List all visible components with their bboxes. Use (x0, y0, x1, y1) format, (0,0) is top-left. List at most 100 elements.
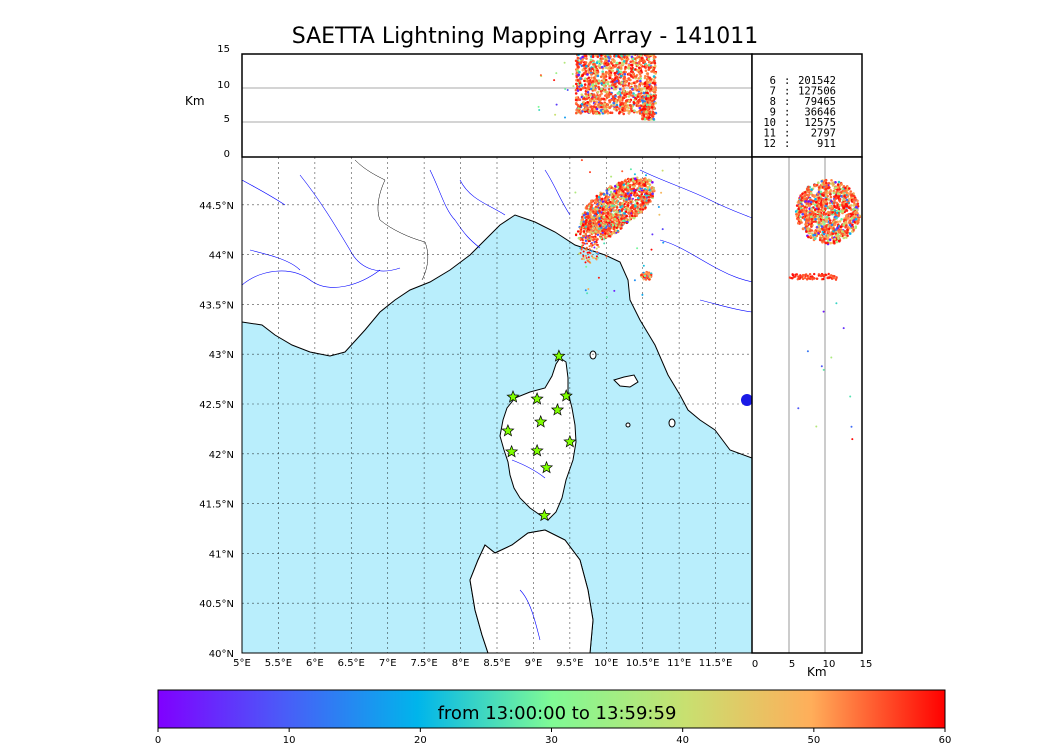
station-star (506, 390, 520, 403)
lat-tick-label: 41°N (209, 549, 234, 560)
top-ytick-15: 15 (217, 44, 230, 55)
lma-stations (501, 349, 577, 522)
altitude-lightning-sources (537, 54, 658, 121)
colorbar-gradient (157, 689, 946, 729)
map-panel: 5°E 5.5°E 6°E 6.5°E 7°E 7.5°E 8°E 8.5°E 9°E 9.5°E… (199, 156, 753, 669)
map-lightning-sources (574, 159, 752, 406)
lon-tick-label: 6.5°E (338, 658, 365, 669)
station-star (530, 443, 544, 457)
colorbar-time-range: from 13:00:00 to 13:59:59 (438, 703, 677, 724)
lon-tick-label: 7.5°E (411, 658, 438, 669)
altitude-lat-panel: 0 5 10 15 Km (751, 156, 873, 679)
right-xtick-15: 15 (860, 659, 873, 670)
station-star (530, 392, 544, 405)
colorbar-tick-label: 60 (939, 735, 952, 746)
colorbar-ticks: 0 10 20 30 40 50 60 (155, 728, 952, 746)
station-count-sep: : (784, 86, 790, 98)
lat-tick-label: 42°N (209, 450, 234, 461)
station-star (537, 508, 552, 522)
right-xtick-5: 5 (789, 659, 795, 670)
station-count-sep: : (784, 138, 790, 150)
top-ytick-0: 0 (224, 149, 230, 160)
station-count-panel: 6:2015427:1275068:794659:3664610:1257511… (751, 53, 863, 158)
station-count-n: 10 (763, 117, 776, 129)
colorbar-tick-label: 50 (807, 735, 820, 746)
station-count-sep: : (784, 128, 790, 140)
station-star (539, 460, 554, 474)
lat-tick-label: 41.5°N (199, 500, 234, 511)
station-count-n: 11 (763, 128, 776, 140)
lat-tick-label: 44.5°N (199, 201, 234, 212)
top-ytick-10: 10 (217, 80, 230, 91)
capraia-island (589, 350, 597, 360)
station-count-value: 201542 (798, 75, 836, 87)
lat-tick-label: 42.5°N (199, 400, 234, 411)
lon-tick-label: 6°E (306, 658, 324, 669)
station-count-n: 7 (770, 86, 776, 98)
station-count-value: 79465 (804, 96, 836, 108)
station-star (563, 434, 577, 448)
station-count-value: 36646 (804, 107, 836, 119)
rivers (242, 169, 752, 641)
colorbar-tick-label: 30 (545, 735, 558, 746)
elba-island (613, 374, 639, 388)
lon-tick-label: 11.5°E (699, 658, 733, 669)
lon-tick-label: 11°E (667, 658, 691, 669)
latitude-tick-labels: 40°N 40.5°N 41°N 41.5°N 42°N 42.5°N 43°N 43.5°N… (199, 201, 234, 660)
lat-tick-label: 40°N (209, 649, 234, 660)
right-xtick-0: 0 (752, 659, 758, 670)
giglio-island (668, 418, 676, 428)
colorbar-tick-label: 40 (676, 735, 689, 746)
station-count-value: 911 (817, 138, 836, 150)
top-ytick-5: 5 (224, 114, 230, 125)
colorbar-tick-label: 20 (414, 735, 427, 746)
lon-tick-label: 7°E (379, 658, 397, 669)
lat-tick-label: 40.5°N (199, 599, 234, 610)
station-star (550, 403, 565, 416)
station-count-sep: : (784, 75, 790, 87)
longitude-tick-labels: 5°E 5.5°E 6°E 6.5°E 7°E 7.5°E 8°E 8.5°E 9°E 9.5°E… (233, 658, 732, 669)
lon-tick-label: 9.5°E (556, 658, 583, 669)
station-count-sep: : (784, 107, 790, 119)
station-count-n: 12 (763, 138, 776, 150)
lon-tick-label: 5.5°E (265, 658, 292, 669)
station-count-n: 8 (770, 96, 776, 108)
lat-tick-label: 43.5°N (199, 300, 234, 311)
altitude-lat-lightning-sources (788, 178, 861, 441)
lightning-marker (741, 394, 752, 406)
country-border (354, 159, 429, 281)
station-count-value: 2797 (811, 128, 836, 140)
station-count-value: 127506 (798, 86, 836, 98)
station-star (559, 389, 573, 402)
station-star (504, 444, 519, 458)
station-star (501, 423, 515, 437)
lon-tick-label: 8°E (452, 658, 470, 669)
map-graticule (242, 157, 752, 653)
colorbar-tick-label: 10 (283, 735, 296, 746)
top-ylabel: Km (185, 94, 205, 108)
right-xtick-10: 10 (823, 659, 836, 670)
plot-title: SAETTA Lightning Mapping Array - 141011 (291, 24, 759, 49)
lon-tick-label: 10.5°E (626, 658, 660, 669)
lon-tick-label: 8.5°E (483, 658, 510, 669)
lat-tick-label: 44°N (209, 251, 234, 262)
sardinia-island (469, 529, 594, 653)
colorbar-tick-label: 0 (155, 735, 161, 746)
station-star (552, 349, 566, 362)
colorbar: from 13:00:00 to 13:59:59 0 10 20 30 40 50 60 (155, 689, 952, 746)
station-count-sep: : (784, 117, 790, 129)
station-count-sep: : (784, 96, 790, 108)
station-count-value: 12575 (804, 117, 836, 129)
lon-tick-label: 5°E (233, 658, 251, 669)
lon-tick-label: 9°E (525, 658, 543, 669)
station-count-n: 9 (770, 107, 776, 119)
lat-tick-label: 43°N (209, 350, 234, 361)
right-xlabel: Km (807, 665, 827, 679)
corsica-island (499, 357, 577, 521)
altitude-lon-panel: Km 0 5 10 15 (185, 44, 753, 160)
station-count-n: 6 (770, 75, 776, 87)
lon-tick-label: 10°E (594, 658, 618, 669)
station-count-list: 6:2015427:1275068:794659:3664610:1257511… (763, 75, 836, 150)
station-star (534, 414, 548, 428)
